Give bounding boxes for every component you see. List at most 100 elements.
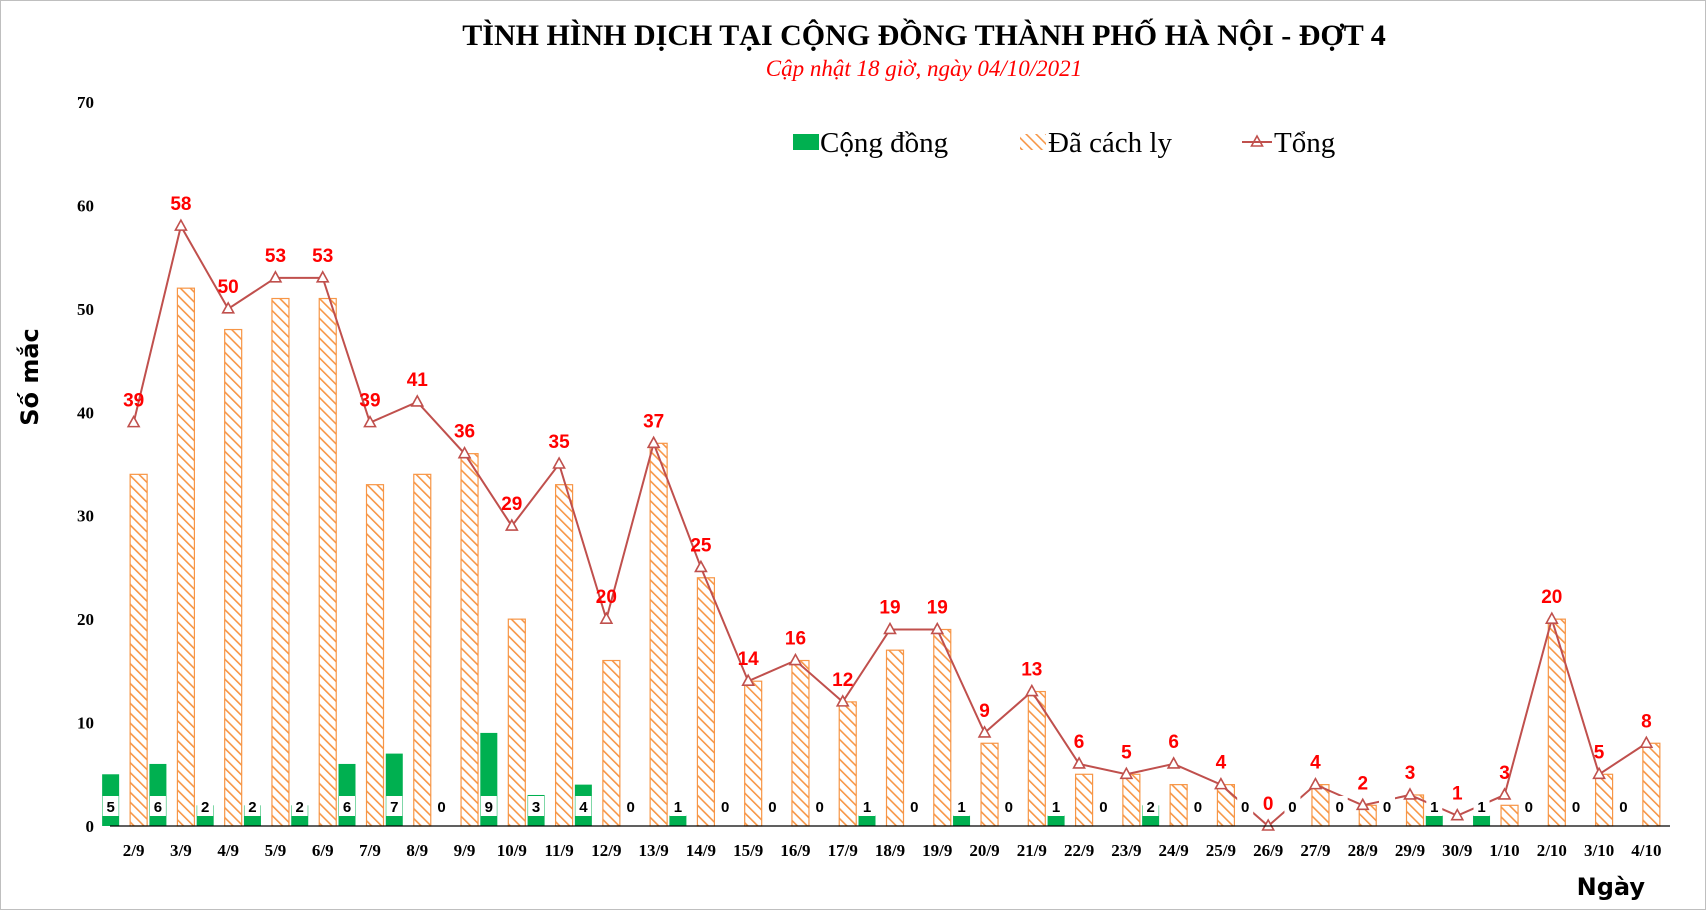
- community-label-bg: [1520, 796, 1537, 816]
- community-label-bg: [575, 796, 592, 816]
- total-data-label: 37: [643, 411, 664, 432]
- quarantined-bar: [271, 297, 290, 827]
- total-data-label: 58: [170, 194, 191, 215]
- x-tick-label: 8/9: [406, 841, 428, 860]
- community-data-label: 1: [1052, 799, 1060, 816]
- total-point: [835, 694, 850, 707]
- x-tick-label: 2/10: [1537, 841, 1567, 860]
- total-data-label: 50: [218, 277, 239, 298]
- total-data-label: 8: [1641, 711, 1652, 732]
- quarantined-bars: [129, 287, 1661, 827]
- community-bar: [953, 815, 971, 826]
- community-data-label: 1: [957, 799, 965, 816]
- quarantined-bar: [318, 297, 337, 827]
- x-tick-label: 26/9: [1253, 841, 1283, 860]
- x-tick-label: 28/9: [1348, 841, 1378, 860]
- total-point: [1497, 787, 1512, 800]
- chart-title: TÌNH HÌNH DỊCH TẠI CỘNG ĐỒNG THÀNH PHỐ H…: [462, 18, 1385, 52]
- total-data-label: 3: [1499, 763, 1510, 784]
- x-tick-label: 16/9: [780, 841, 810, 860]
- community-data-label: 3: [532, 799, 540, 816]
- quarantined-bar: [744, 680, 763, 827]
- community-label-bg: [1426, 796, 1443, 816]
- total-point: [977, 725, 992, 738]
- community-label-bg: [906, 796, 923, 816]
- community-bar: [338, 763, 356, 826]
- community-data-label: 2: [296, 799, 304, 816]
- legend-label-total: Tổng: [1274, 127, 1335, 159]
- x-tick-label: 3/9: [170, 841, 192, 860]
- legend-label-quarantined: Đã cách ly: [1048, 127, 1172, 159]
- community-data-label: 0: [910, 799, 918, 816]
- total-point: [788, 652, 803, 666]
- community-bar: [1047, 815, 1065, 826]
- x-tick-label: 15/9: [733, 841, 763, 860]
- community-label-bg: [1189, 796, 1206, 816]
- community-data-label: 6: [154, 799, 162, 816]
- total-data-label: 29: [501, 494, 522, 515]
- community-label-bg: [1379, 796, 1395, 816]
- community-label-bg: [1000, 796, 1017, 816]
- total-data-label: 5: [1594, 742, 1605, 763]
- quarantined-bar: [602, 659, 621, 827]
- total-point: [694, 559, 708, 573]
- community-label-bg: [622, 796, 639, 816]
- x-axis: 2/9 3/9 4/9 5/9 6/9 7/9 8/9 9/9 10/9 11/9 12/9 13/9…: [123, 841, 1662, 860]
- x-tick-label: 25/9: [1206, 841, 1236, 860]
- total-point: [504, 518, 519, 531]
- total-point: [1450, 807, 1465, 821]
- quarantined-bar: [1027, 690, 1046, 827]
- quarantined-bar: [1547, 618, 1566, 827]
- total-data-label: 19: [927, 597, 948, 618]
- total-point: [741, 673, 756, 687]
- total-data-label: 3: [1405, 763, 1416, 784]
- quarantined-bar: [1500, 804, 1519, 827]
- community-bar: [858, 815, 876, 826]
- community-label-bg: [339, 796, 355, 816]
- total-point: [268, 270, 283, 283]
- total-data-label: 35: [549, 432, 571, 453]
- x-tick-label: 3/10: [1584, 841, 1614, 860]
- quarantined-bar: [885, 649, 905, 827]
- quarantined-bar: [1074, 773, 1094, 827]
- x-axis-title: Ngày: [1577, 873, 1646, 901]
- total-point: [1544, 611, 1559, 624]
- y-tick-label: 60: [77, 196, 94, 215]
- community-data-label: 0: [816, 799, 824, 816]
- total-point: [1072, 756, 1086, 769]
- total-point: [457, 445, 472, 459]
- x-tick-label: 24/9: [1159, 841, 1189, 860]
- x-tick-label: 17/9: [828, 841, 858, 860]
- x-tick-label: 29/9: [1395, 841, 1425, 860]
- legend: Cộng đồng Đã cách ly Tổng: [793, 127, 1335, 159]
- total-point: [646, 435, 661, 449]
- total-data-label: 16: [785, 629, 806, 650]
- total-point: [1261, 818, 1276, 831]
- community-data-label: 0: [1099, 799, 1107, 816]
- community-data-label: 1: [863, 799, 871, 816]
- total-data-label: 39: [123, 391, 144, 412]
- x-tick-label: 11/9: [544, 841, 573, 860]
- total-point: [599, 611, 614, 624]
- community-data-label: 2: [1146, 799, 1154, 816]
- quarantined-bar: [1216, 784, 1236, 827]
- x-tick-label: 10/9: [497, 841, 527, 860]
- community-bar: [1425, 815, 1443, 826]
- total-point: [1403, 787, 1417, 800]
- community-label-bg: [953, 796, 970, 816]
- total-point: [883, 621, 897, 635]
- total-data-label: 2: [1357, 773, 1368, 794]
- quarantined-bar: [838, 701, 857, 827]
- community-data-label: 0: [721, 799, 729, 816]
- community-label-bg: [859, 796, 875, 816]
- community-data-label: 0: [1525, 799, 1533, 816]
- quarantined-bar: [1594, 773, 1614, 827]
- total-data-label: 14: [738, 649, 760, 670]
- community-data-label: 0: [1194, 799, 1202, 816]
- community-data-label: 6: [343, 799, 351, 816]
- community-data-label: 1: [674, 799, 682, 816]
- quarantined-bar: [176, 287, 196, 827]
- community-data-label: 2: [248, 799, 256, 816]
- quarantined-bar: [365, 484, 385, 827]
